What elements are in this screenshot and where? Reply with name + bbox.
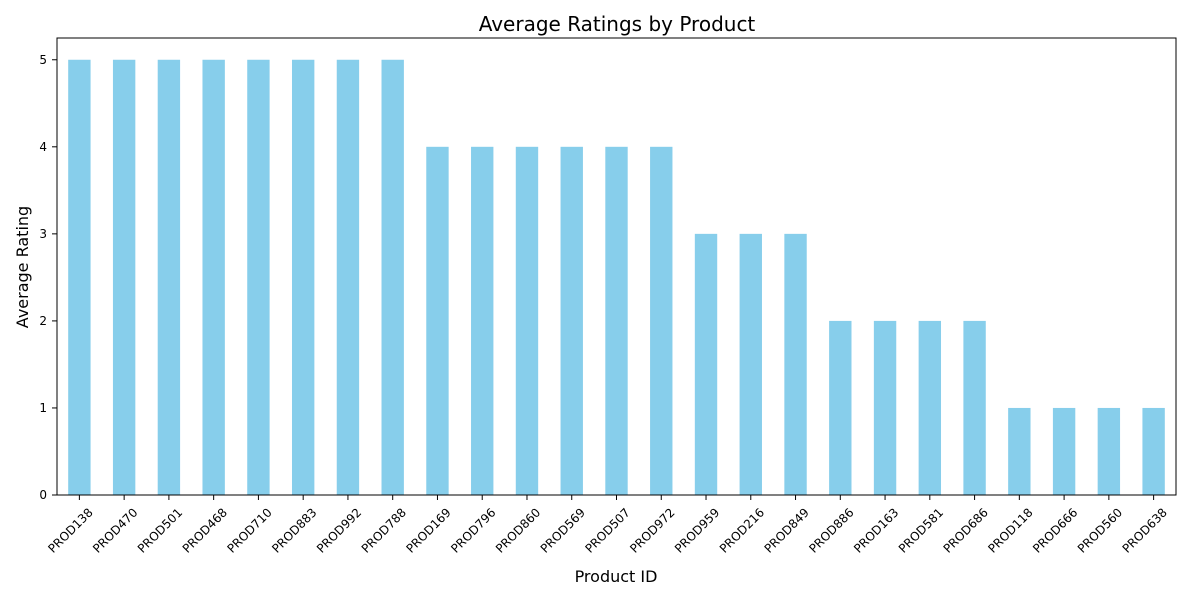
y-axis-label: Average Rating bbox=[13, 206, 32, 328]
x-tick-label: PROD216 bbox=[717, 505, 767, 555]
x-tick-label: PROD788 bbox=[359, 505, 409, 555]
bar-prod569 bbox=[560, 146, 583, 495]
bar-prod118 bbox=[1008, 407, 1031, 495]
x-tick-label: PROD569 bbox=[538, 505, 588, 555]
y-axis-ticks: 0 1 2 3 4 5 bbox=[39, 53, 57, 502]
y-tick-label: 1 bbox=[39, 401, 47, 415]
bar-prod581 bbox=[918, 320, 942, 495]
x-tick-label: PROD163 bbox=[851, 505, 901, 555]
bar-prod138 bbox=[68, 59, 91, 495]
bar-prod883 bbox=[291, 59, 315, 495]
bar-prod849 bbox=[784, 233, 807, 496]
bar-prod169 bbox=[426, 146, 449, 495]
bar-prod886 bbox=[829, 320, 852, 495]
chart-title: Average Ratings by Product bbox=[479, 12, 756, 36]
x-tick-label: PROD666 bbox=[1030, 505, 1080, 555]
bar-prod560 bbox=[1097, 407, 1121, 495]
bar-prod501 bbox=[157, 59, 181, 495]
x-tick-label: PROD470 bbox=[90, 505, 140, 555]
x-tick-label: PROD883 bbox=[269, 505, 319, 555]
x-tick-label: PROD886 bbox=[806, 505, 856, 555]
x-tick-label: PROD501 bbox=[135, 505, 185, 555]
bar-prod788 bbox=[381, 59, 404, 495]
bar-prod468 bbox=[202, 59, 225, 495]
x-tick-label: PROD118 bbox=[985, 505, 1035, 555]
x-tick-label: PROD507 bbox=[583, 505, 633, 555]
bar-prod959 bbox=[694, 233, 718, 496]
plot-area bbox=[68, 59, 1165, 496]
x-tick-label: PROD992 bbox=[314, 505, 364, 555]
y-tick-label: 4 bbox=[39, 140, 47, 154]
bar-prod638 bbox=[1142, 407, 1165, 495]
bar-prod860 bbox=[515, 146, 539, 495]
y-tick-label: 5 bbox=[39, 53, 47, 67]
x-tick-label: PROD138 bbox=[45, 505, 95, 555]
x-tick-label: PROD169 bbox=[403, 505, 453, 555]
bar-prod686 bbox=[963, 320, 986, 495]
x-tick-label: PROD796 bbox=[448, 505, 498, 555]
x-tick-label: PROD560 bbox=[1075, 505, 1125, 555]
x-tick-label: PROD860 bbox=[493, 505, 543, 555]
bar-prod470 bbox=[112, 59, 136, 495]
x-tick-label: PROD468 bbox=[180, 505, 230, 555]
x-tick-label: PROD581 bbox=[896, 505, 946, 555]
bar-prod216 bbox=[739, 233, 762, 496]
x-axis-ticks: PROD138PROD470PROD501PROD468PROD710PROD8… bbox=[45, 495, 1170, 556]
x-tick-label: PROD638 bbox=[1120, 505, 1170, 555]
bar-prod507 bbox=[605, 146, 628, 495]
x-axis-label: Product ID bbox=[575, 567, 658, 586]
bar-prod796 bbox=[471, 146, 494, 495]
bar-prod972 bbox=[650, 146, 673, 495]
bar-prod666 bbox=[1052, 407, 1076, 495]
x-tick-label: PROD686 bbox=[941, 505, 991, 555]
y-tick-label: 2 bbox=[39, 314, 47, 328]
x-tick-label: PROD849 bbox=[762, 505, 812, 555]
x-tick-label: PROD959 bbox=[672, 505, 722, 555]
bar-prod710 bbox=[247, 59, 270, 495]
bar-prod163 bbox=[873, 320, 897, 495]
bar-prod992 bbox=[336, 59, 360, 495]
x-tick-label: PROD710 bbox=[224, 505, 274, 555]
x-tick-label: PROD972 bbox=[627, 505, 677, 555]
y-tick-label: 3 bbox=[39, 227, 47, 241]
y-tick-label: 0 bbox=[39, 488, 47, 502]
